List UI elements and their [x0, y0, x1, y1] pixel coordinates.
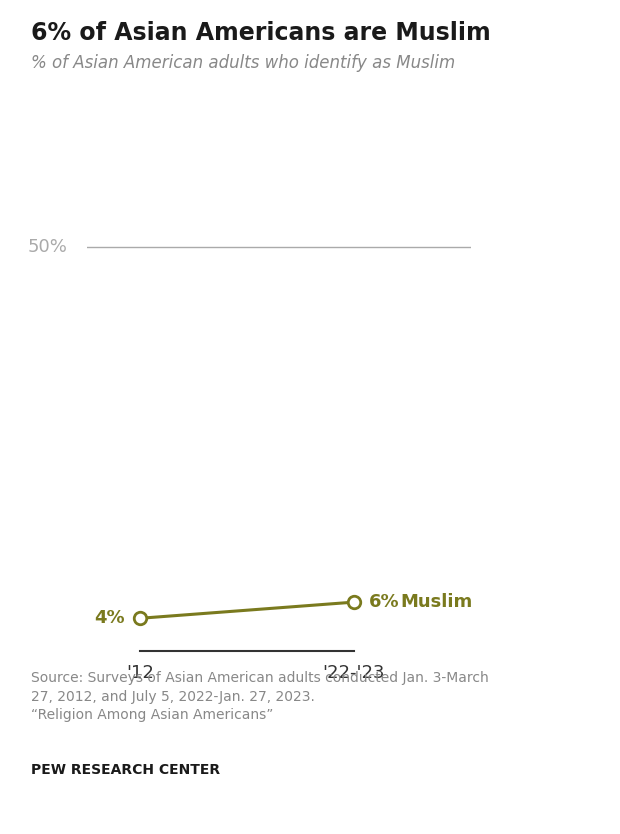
Text: 6%: 6% — [369, 593, 399, 611]
Text: % of Asian American adults who identify as Muslim: % of Asian American adults who identify … — [31, 54, 455, 73]
Text: 6% of Asian Americans are Muslim: 6% of Asian Americans are Muslim — [31, 21, 491, 45]
Text: PEW RESEARCH CENTER: PEW RESEARCH CENTER — [31, 763, 220, 777]
Text: Source: Surveys of Asian American adults conducted Jan. 3-March
27, 2012, and Ju: Source: Surveys of Asian American adults… — [31, 671, 489, 722]
Text: Muslim: Muslim — [401, 593, 473, 611]
Text: 4%: 4% — [95, 610, 125, 627]
Text: 50%: 50% — [28, 239, 68, 256]
